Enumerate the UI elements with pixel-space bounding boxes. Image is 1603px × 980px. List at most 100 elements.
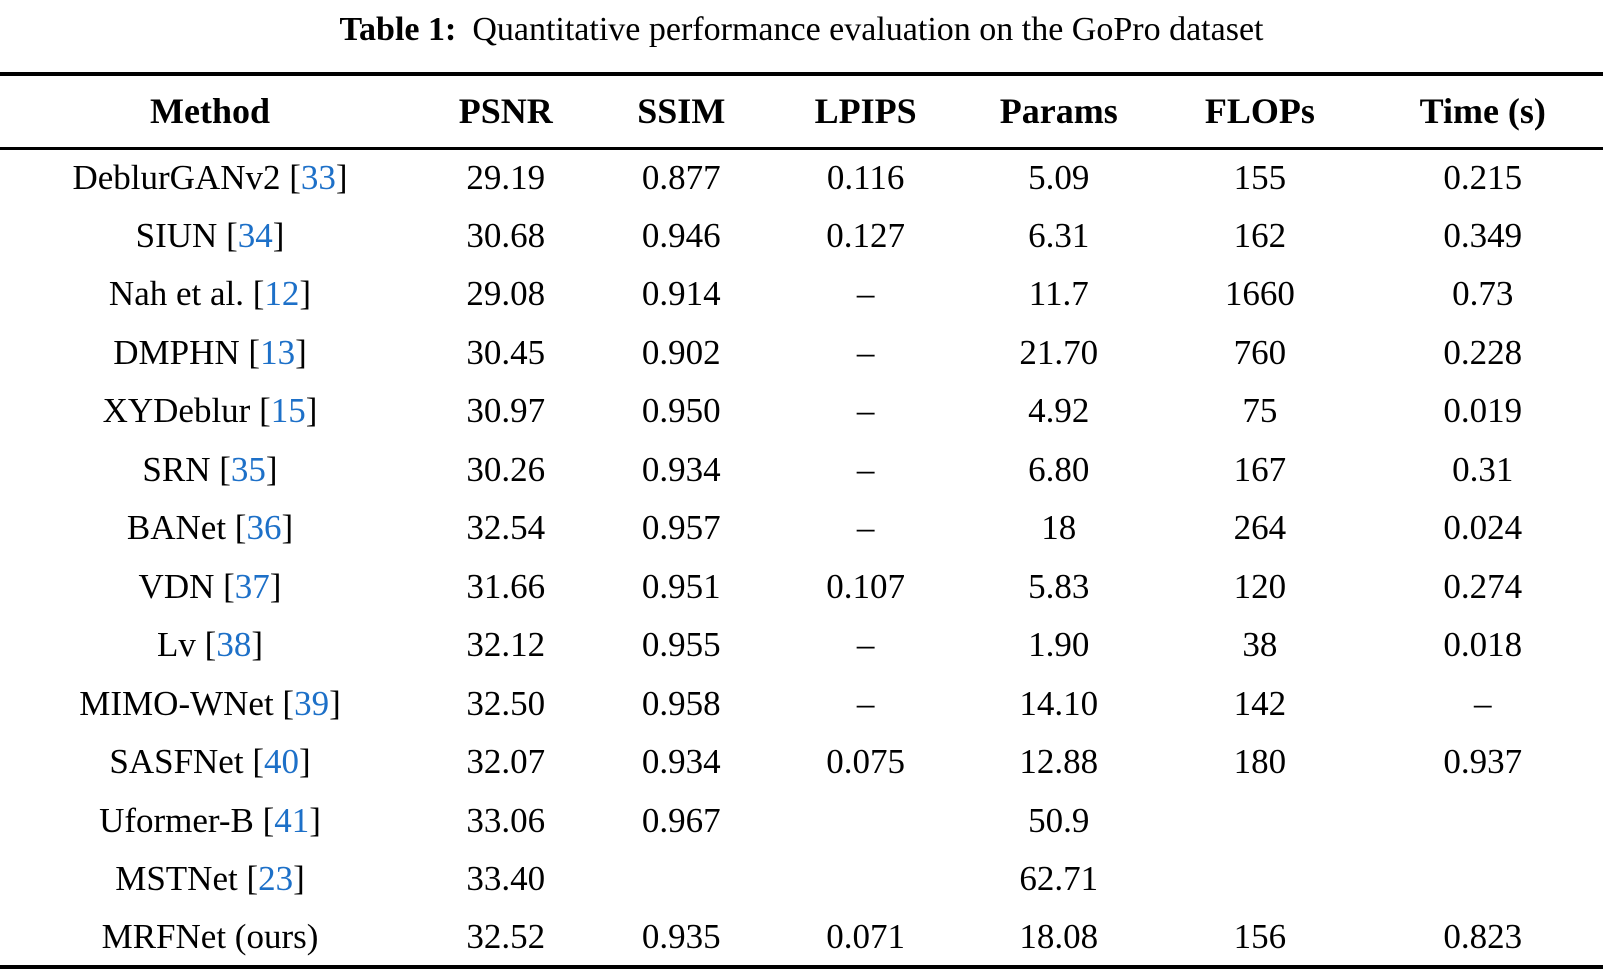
lpips-cell: – (856, 274, 875, 314)
psnr-cell: 30.26 (466, 449, 546, 489)
time-cell (1363, 792, 1603, 851)
table-row: SIUN [34] 30.68 0.946 0.127 6.31 162 0.349 (0, 207, 1603, 266)
lpips-cell: 0.075 (826, 742, 905, 782)
method-cell: MSTNet [23] (115, 859, 305, 899)
lpips-cell: – (856, 625, 875, 665)
table-row: DMPHN [13] 30.45 0.902 – 21.70 760 0.228 (0, 324, 1603, 383)
ssim-cell: 0.967 (641, 800, 721, 840)
table-row: SASFNet [40] 32.07 0.934 0.075 12.88 180 0.937 (0, 733, 1603, 792)
table-caption-label: Table 1: (339, 11, 457, 48)
flops-cell: 120 (1233, 566, 1287, 606)
citation-link[interactable]: 39 (294, 683, 330, 723)
column-header-params: Params (999, 91, 1118, 132)
table-row: Nah et al. [12] 29.08 0.914 – 11.7 1660 0.73 (0, 265, 1603, 324)
params-cell: 14.10 (1019, 683, 1099, 723)
time-cell: 0.024 (1443, 508, 1523, 548)
params-cell: 6.31 (1028, 215, 1090, 255)
flops-cell (1157, 850, 1362, 909)
ssim-cell: 0.951 (641, 566, 721, 606)
flops-cell: 75 (1242, 391, 1278, 431)
psnr-cell: 32.50 (466, 683, 546, 723)
time-cell: 0.349 (1443, 215, 1523, 255)
lpips-cell: 0.116 (826, 158, 905, 197)
citation-link[interactable]: 36 (246, 508, 282, 548)
psnr-cell: 32.07 (466, 742, 546, 782)
time-cell: 0.823 (1443, 916, 1523, 956)
header-row: Method PSNR SSIM LPIPS Params FLOPs Time (s) (0, 74, 1603, 148)
table-row: MRFNet (ours) 32.52 0.935 0.071 18.08 156 0.82… (0, 909, 1603, 968)
citation-link[interactable]: 38 (216, 625, 252, 665)
table-row: SRN [35] 30.26 0.934 – 6.80 167 0.31 (0, 441, 1603, 500)
psnr-cell: 29.19 (466, 158, 546, 197)
psnr-cell: 33.40 (466, 859, 546, 899)
method-name: VDN (138, 566, 215, 606)
psnr-cell: 32.52 (466, 916, 546, 956)
flops-cell: 167 (1233, 449, 1287, 489)
params-cell: 12.88 (1019, 742, 1099, 782)
citation-link[interactable]: 34 (237, 215, 273, 255)
time-cell: 0.019 (1443, 391, 1523, 431)
method-name: MSTNet (115, 859, 238, 899)
time-cell: 0.31 (1452, 449, 1514, 489)
ssim-cell: 0.914 (641, 274, 721, 314)
citation-link[interactable]: 35 (230, 449, 266, 489)
method-cell: SIUN [34] (135, 215, 285, 255)
ssim-cell (592, 850, 772, 909)
ssim-cell: 0.902 (641, 332, 721, 372)
method-name: Nah et al. (108, 274, 244, 314)
citation-link[interactable]: 37 (234, 566, 270, 606)
flops-cell: 1660 (1224, 274, 1295, 314)
column-header-psnr: PSNR (458, 91, 553, 132)
table-row: BANet [36] 32.54 0.957 – 18 264 0.024 (0, 499, 1603, 558)
method-cell: MRFNet (ours) (0, 909, 420, 968)
ssim-cell: 0.934 (641, 742, 721, 782)
table-row: MSTNet [23] 33.40 62.71 (0, 850, 1603, 909)
method-name: MRFNet (ours) (101, 916, 319, 956)
column-header-method: Method (150, 91, 270, 132)
table-row: VDN [37] 31.66 0.951 0.107 5.83 120 0.274 (0, 558, 1603, 617)
method-name: DeblurGANv2 (72, 158, 281, 197)
params-cell: 18.08 (1019, 916, 1099, 956)
table-row: MIMO-WNet [39] 32.50 0.958 – 14.10 142 – (0, 675, 1603, 734)
time-cell: 0.274 (1443, 566, 1523, 606)
flops-cell: 264 (1233, 508, 1287, 548)
lpips-cell: – (856, 332, 875, 372)
method-cell: DeblurGANv2 [33] (72, 158, 348, 197)
column-header-lpips: LPIPS (814, 91, 917, 132)
time-cell: 0.018 (1443, 625, 1523, 665)
citation-link[interactable]: 40 (263, 742, 299, 782)
lpips-cell: – (856, 683, 875, 723)
lpips-cell (771, 792, 960, 851)
method-name: Lv (157, 625, 196, 665)
lpips-cell: – (856, 449, 875, 489)
psnr-cell: 31.66 (466, 566, 546, 606)
method-name: MIMO-WNet (79, 683, 274, 723)
method-cell: XYDeblur [15] (102, 391, 318, 431)
time-cell: 0.228 (1443, 332, 1523, 372)
method-cell: SRN [35] (142, 449, 278, 489)
citation-link[interactable]: 13 (260, 332, 296, 372)
params-cell: 50.9 (1028, 800, 1090, 840)
lpips-cell: – (856, 508, 875, 548)
params-cell: 6.80 (1028, 449, 1090, 489)
time-cell: 0.215 (1443, 158, 1523, 197)
method-cell: SASFNet [40] (109, 742, 311, 782)
method-cell: Lv [38] (157, 625, 263, 665)
citation-link[interactable]: 15 (270, 391, 306, 431)
params-cell: 1.90 (1028, 625, 1090, 665)
method-cell: DMPHN [13] (113, 332, 307, 372)
lpips-cell: – (856, 391, 875, 431)
method-name: DMPHN (113, 332, 240, 372)
citation-link[interactable]: 12 (264, 274, 300, 314)
method-cell: VDN [37] (138, 566, 282, 606)
flops-cell: 38 (1242, 625, 1278, 665)
method-name: XYDeblur (102, 391, 251, 431)
citation-link[interactable]: 33 (300, 158, 336, 197)
flops-cell (1157, 792, 1362, 851)
lpips-cell: 0.127 (826, 215, 905, 255)
method-name: Uformer-B (99, 800, 254, 840)
citation-link[interactable]: 41 (274, 800, 310, 840)
citation-link[interactable]: 23 (258, 859, 294, 899)
psnr-cell: 32.12 (466, 625, 546, 665)
flops-cell: 162 (1233, 215, 1287, 255)
